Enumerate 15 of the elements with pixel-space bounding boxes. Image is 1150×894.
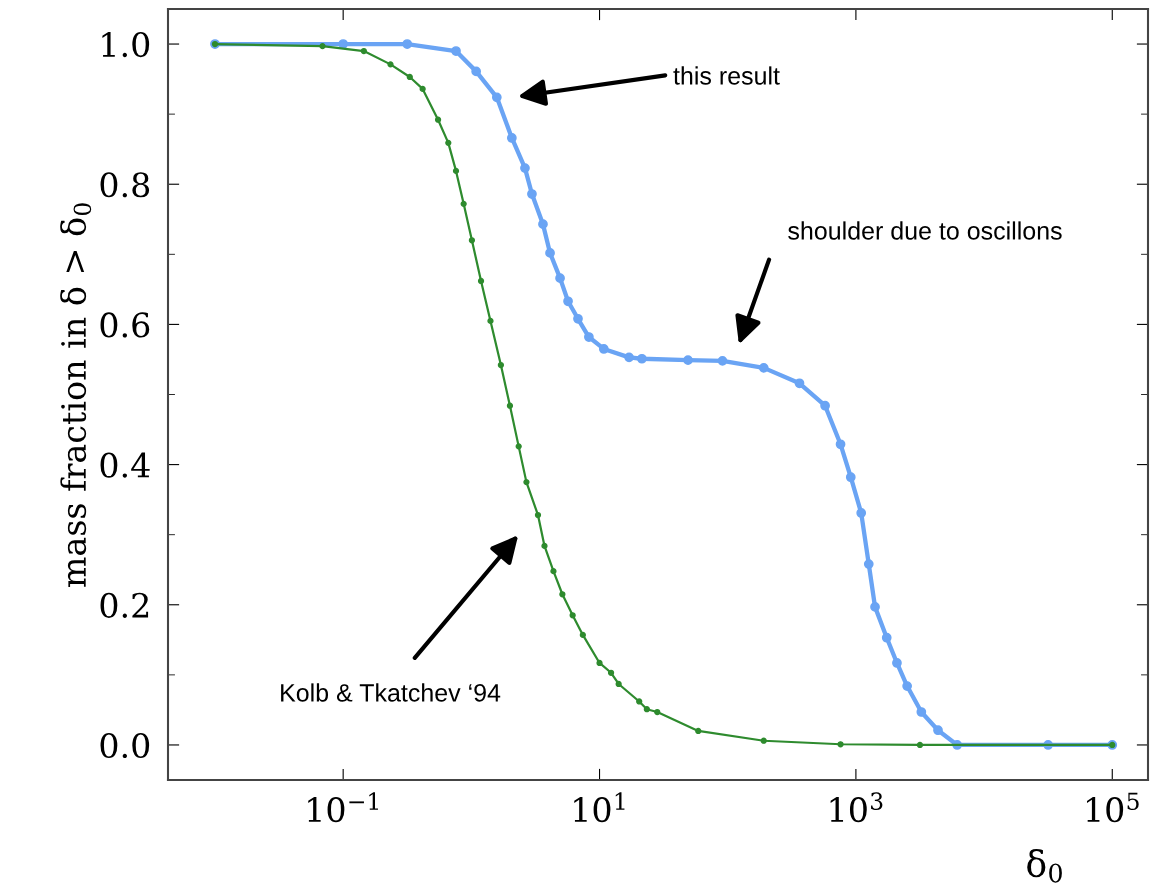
y-tick-label: 0.0	[100, 732, 150, 759]
x-tick-label: 10$^{1}$	[574, 792, 625, 823]
x-tick-label: 10$^{3}$	[830, 792, 883, 823]
x-tick-label: 10$^{−1}$	[308, 792, 378, 823]
y-axis-title: mass fraction in δ > δ$_{0}$	[60, 203, 92, 587]
y-tick-label: 1.0	[102, 31, 150, 58]
annotation: Kolb & Tkatchev ‘94	[281, 683, 501, 702]
annotation: shoulder due to oscillons	[788, 221, 1062, 240]
x-axis-title: δ$_{0}$	[1027, 849, 1062, 883]
x-tick-label: 10$^{5}$	[1087, 792, 1139, 823]
y-tick-label: 0.6	[100, 312, 150, 338]
y-tick-label: 0.2	[100, 592, 149, 618]
annotation: this result	[673, 66, 780, 85]
y-tick-label: 0.4	[100, 452, 150, 478]
y-tick-label: 0.8	[100, 172, 150, 198]
